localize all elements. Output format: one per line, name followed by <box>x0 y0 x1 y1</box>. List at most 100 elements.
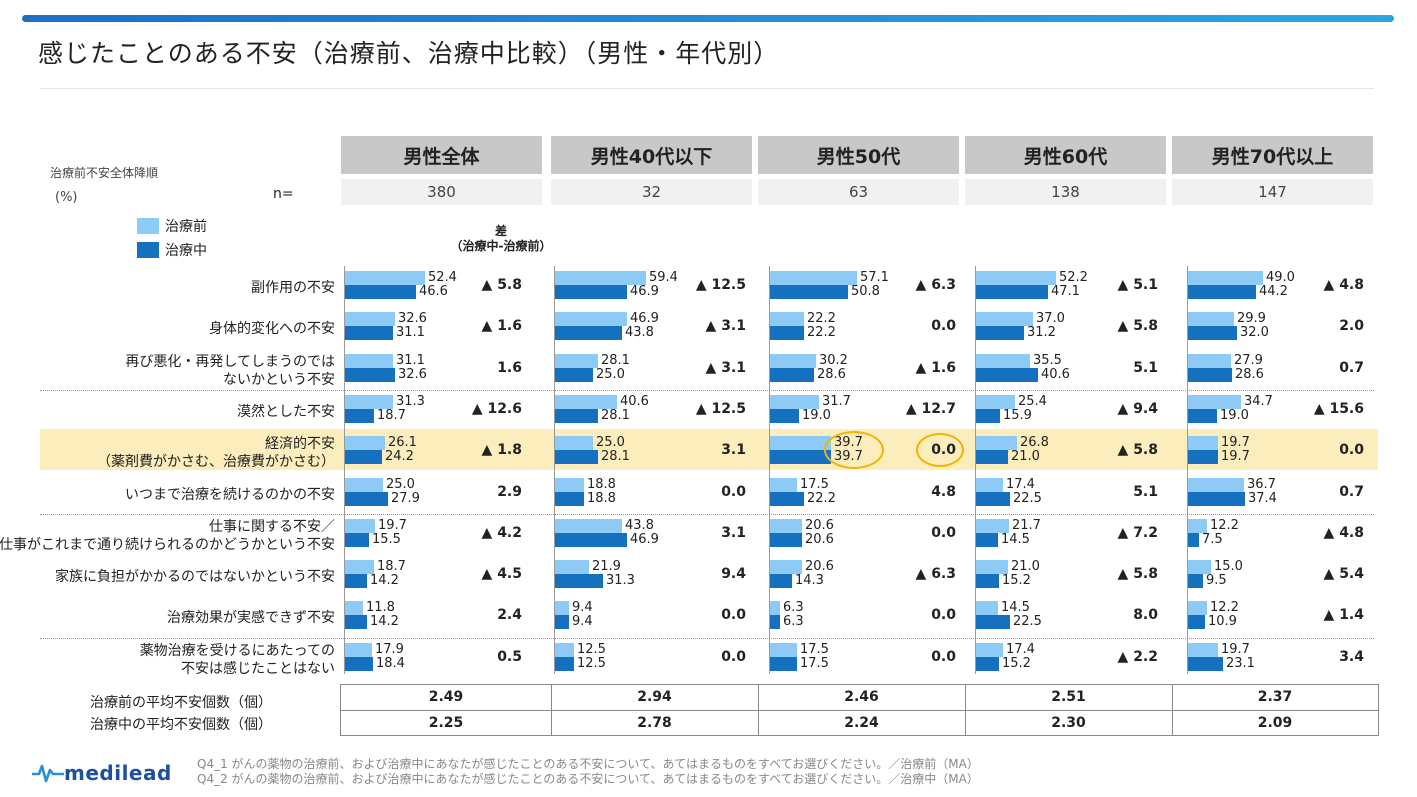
value-during: 28.1 <box>601 449 630 464</box>
diff-value: 3.1 <box>721 442 746 458</box>
group-axis <box>769 266 770 674</box>
avg-during-value: 2.25 <box>428 715 464 731</box>
bar-during <box>770 450 831 464</box>
bar-before <box>555 395 617 409</box>
value-during: 24.2 <box>385 449 414 464</box>
bar-during <box>555 574 603 588</box>
value-during: 20.6 <box>805 532 834 547</box>
value-before: 20.6 <box>805 559 834 574</box>
bar-before <box>976 395 1015 409</box>
bar-during <box>770 492 804 506</box>
group-n: 63 <box>758 179 959 205</box>
avg-during-value: 2.78 <box>637 715 672 731</box>
bar-during <box>555 657 574 671</box>
value-before: 17.5 <box>800 477 829 492</box>
value-during: 31.2 <box>1027 325 1056 340</box>
bar-during <box>770 368 814 382</box>
bar-during <box>345 326 393 340</box>
value-before: 17.5 <box>800 642 829 657</box>
diff-value: 2.0 <box>1339 318 1364 334</box>
value-before: 49.0 <box>1266 270 1295 285</box>
diff-header-line1: 差 <box>494 224 507 238</box>
diff-value: ▲ 4.5 <box>481 566 522 582</box>
value-before: 52.2 <box>1059 270 1088 285</box>
value-during: 22.2 <box>807 491 836 506</box>
bar-before <box>976 478 1003 492</box>
diff-value: ▲ 2.2 <box>1117 649 1158 665</box>
value-before: 31.3 <box>396 394 425 409</box>
value-before: 17.4 <box>1006 477 1035 492</box>
value-during: 50.8 <box>851 284 880 299</box>
value-during: 32.0 <box>1240 325 1269 340</box>
diff-value: 0.5 <box>497 649 522 665</box>
value-during: 21.0 <box>1011 449 1040 464</box>
row-label: 再び悪化・再発してしまうのでは ないかという不安 <box>125 353 335 389</box>
diff-value: 5.1 <box>1133 484 1158 500</box>
legend-before: 治療前 <box>137 216 207 236</box>
bar-before <box>555 519 622 533</box>
value-before: 43.8 <box>625 518 654 533</box>
diff-value: 0.0 <box>1339 442 1364 458</box>
bar-during <box>555 368 593 382</box>
value-during: 6.3 <box>783 614 804 629</box>
diff-value: 1.6 <box>497 360 522 376</box>
bar-before <box>976 354 1030 368</box>
bar-before <box>345 478 383 492</box>
row-label-line: 身体的変化への不安 <box>209 321 335 337</box>
bar-during <box>555 450 598 464</box>
bar-before <box>345 354 393 368</box>
value-before: 26.1 <box>388 435 417 450</box>
row-separator <box>40 638 1374 639</box>
bar-before <box>555 271 646 285</box>
row-label-line: 薬物治療を受けるにあたっての <box>139 643 335 659</box>
value-before: 26.8 <box>1020 435 1049 450</box>
page-title: 感じたことのある不安（治療前、治療中比較）（男性・年代別） <box>38 39 780 68</box>
group-header: 男性40代以下 <box>551 136 752 174</box>
avg-during-value: 2.30 <box>1051 715 1086 731</box>
bar-before <box>555 312 627 326</box>
diff-value: 2.9 <box>497 484 522 500</box>
value-before: 25.4 <box>1018 394 1047 409</box>
value-before: 46.9 <box>630 311 659 326</box>
bar-before <box>345 643 372 657</box>
group-header: 男性70代以上 <box>1172 136 1373 174</box>
value-during: 46.6 <box>419 284 448 299</box>
value-during: 7.5 <box>1202 532 1223 547</box>
value-during: 18.8 <box>587 491 616 506</box>
diff-value: ▲ 12.6 <box>471 401 522 417</box>
value-before: 14.5 <box>1001 600 1030 615</box>
diff-value: 0.0 <box>931 649 956 665</box>
avg-before-value: 2.94 <box>637 689 672 705</box>
value-before: 19.7 <box>378 518 407 533</box>
value-during: 22.5 <box>1013 614 1042 629</box>
bar-before <box>770 354 816 368</box>
value-before: 21.0 <box>1011 559 1040 574</box>
bar-during <box>345 615 367 629</box>
diff-value: ▲ 9.4 <box>1117 401 1158 417</box>
group-axis <box>975 266 976 674</box>
footnote-q4-2: Q4_2 がんの薬物の治療前、および治療中にあなたが感じたことのある不安について… <box>197 772 979 786</box>
value-before: 40.6 <box>620 394 649 409</box>
diff-value: ▲ 6.3 <box>915 566 956 582</box>
diff-value: ▲ 5.8 <box>481 277 522 293</box>
value-during: 22.5 <box>1013 491 1042 506</box>
bar-before <box>1188 271 1263 285</box>
diff-value: ▲ 7.2 <box>1117 525 1158 541</box>
value-during: 31.3 <box>606 573 635 588</box>
emphasis-ring-diff <box>916 433 964 467</box>
bar-during <box>555 492 584 506</box>
diff-value: ▲ 1.6 <box>915 360 956 376</box>
row-label: 経済的不安 （薬剤費がかさむ、治療費がかさむ） <box>97 435 335 471</box>
diff-header-line2: （治療中-治療前） <box>450 239 552 253</box>
bar-before <box>770 312 804 326</box>
diff-value: ▲ 15.6 <box>1313 401 1364 417</box>
bar-before <box>345 436 385 450</box>
value-before: 36.7 <box>1247 477 1276 492</box>
title-divider <box>40 88 1374 89</box>
value-during: 43.8 <box>625 325 654 340</box>
group-header: 男性50代 <box>758 136 959 174</box>
value-before: 57.1 <box>860 270 889 285</box>
bar-before <box>770 271 857 285</box>
bar-before <box>555 354 598 368</box>
bar-before <box>345 395 393 409</box>
